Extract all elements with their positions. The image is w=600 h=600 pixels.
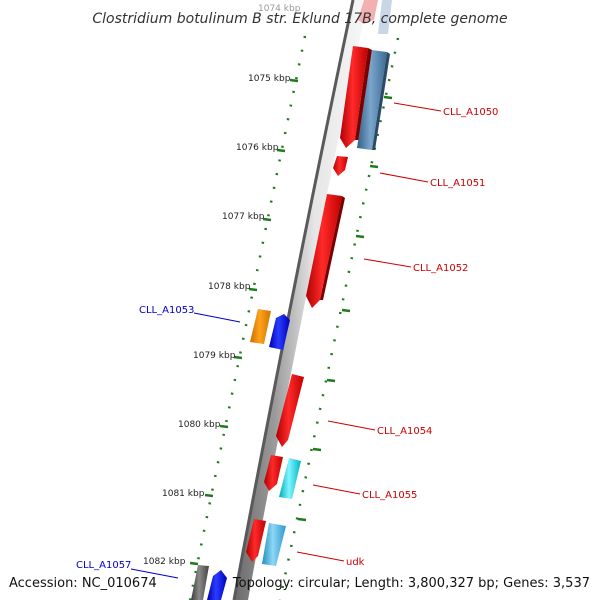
gene-arrow-shade xyxy=(355,48,372,140)
gene-arrow[interactable] xyxy=(250,309,271,344)
gene-label[interactable]: CLL_A1054 xyxy=(377,426,432,437)
gene-label[interactable]: CLL_A1055 xyxy=(362,490,417,501)
gene-arrow[interactable] xyxy=(357,50,387,150)
gene-arrow[interactable] xyxy=(333,156,348,176)
tick-label: 1074 kbp xyxy=(258,4,301,14)
gene-labels: CLL_A1050 CLL_A1051 CLL_A1052 CLL_A1053 … xyxy=(76,107,498,571)
gene-arrow-faded[interactable] xyxy=(358,0,378,24)
backbone-edge xyxy=(232,0,355,600)
tick-label: 1080 kbp xyxy=(178,420,221,430)
gene-arrow[interactable] xyxy=(306,194,342,308)
tick-label: 1082 kbp xyxy=(143,557,186,567)
gene-arrow[interactable] xyxy=(276,374,304,447)
gene-label[interactable]: CLL_A1051 xyxy=(430,178,485,189)
tick-label: 1076 kbp xyxy=(236,143,279,153)
accession-text: Accession: NC_010674 xyxy=(9,576,157,591)
tick-marks xyxy=(189,78,299,566)
gene-label-connectors xyxy=(130,102,442,579)
right-tick-marks xyxy=(297,95,393,522)
tick-labels: 1074 kbp 1075 kbp 1076 kbp 1077 kbp 1078… xyxy=(143,4,301,567)
gene-arrow-shade xyxy=(372,52,390,150)
gene-arrow-faded[interactable] xyxy=(378,0,392,34)
gene-label[interactable]: CLL_A1052 xyxy=(413,263,468,274)
gene-arrow[interactable] xyxy=(207,570,227,600)
gene-arrow[interactable] xyxy=(340,46,368,148)
gene-arrow[interactable] xyxy=(262,523,286,566)
gene-arrow[interactable] xyxy=(191,565,209,600)
tick-label: 1079 kbp xyxy=(193,351,236,361)
topology-text: Topology: circular; Length: 3,800,327 bp… xyxy=(232,576,590,591)
map-title: Clostridium botulinum B str. Eklund 17B,… xyxy=(92,11,507,27)
tick-label: 1078 kbp xyxy=(208,282,251,292)
tick-label: 1075 kbp xyxy=(248,74,291,84)
gene-arrow[interactable] xyxy=(279,458,301,499)
gene-label[interactable]: udk xyxy=(346,557,365,568)
gene-features xyxy=(191,0,392,600)
tick-label: 1077 kbp xyxy=(222,212,265,222)
tick-label: 1081 kbp xyxy=(162,489,205,499)
gene-label[interactable]: CLL_A1050 xyxy=(443,107,498,118)
gene-arrow[interactable] xyxy=(269,314,290,350)
gene-arrow-shade xyxy=(320,196,345,300)
gene-label[interactable]: CLL_A1057 xyxy=(76,560,131,571)
gene-arrow[interactable] xyxy=(246,519,266,562)
genome-backbone xyxy=(234,0,368,600)
gene-label[interactable]: CLL_A1053 xyxy=(139,305,194,316)
gene-arrow[interactable] xyxy=(264,455,283,491)
